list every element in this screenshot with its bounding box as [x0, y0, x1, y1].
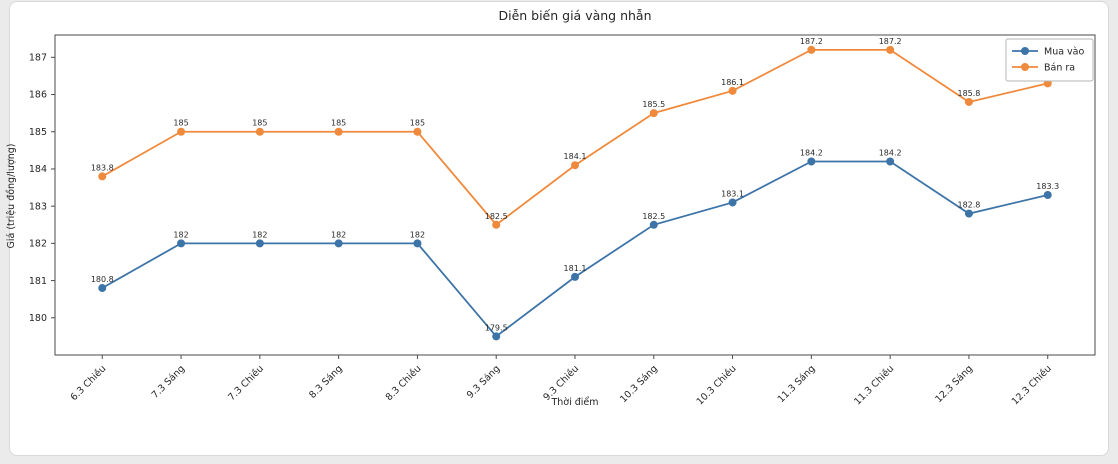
data-label: 184.1	[564, 152, 587, 161]
data-point	[1043, 191, 1052, 199]
legend-box	[1005, 38, 1094, 82]
legend: Mua vào Bán ra	[1005, 38, 1094, 82]
data-point	[334, 127, 343, 136]
data-point	[98, 284, 107, 293]
legend-label: Mua vào	[1044, 46, 1085, 57]
data-point	[886, 157, 895, 166]
data-point	[177, 127, 186, 136]
data-label: 183.3	[1036, 182, 1059, 191]
y-tick-label: 187	[29, 53, 47, 64]
chart-title: Diễn biến giá vàng nhẫn	[498, 8, 651, 23]
data-point	[413, 239, 422, 248]
y-tick-label: 180	[29, 313, 47, 324]
data-point	[571, 161, 579, 170]
legend-label: Bán ra	[1044, 62, 1075, 73]
legend-item: Bán ra	[1012, 62, 1075, 73]
x-tick-label: 9.3 Sáng	[465, 363, 502, 400]
data-point	[649, 220, 658, 229]
data-point	[177, 239, 186, 248]
y-tick-label: 184	[29, 164, 47, 175]
y-tick-label: 181	[29, 276, 47, 287]
legend-marker	[1021, 47, 1029, 55]
data-label: 184.2	[879, 149, 902, 158]
data-point	[492, 332, 501, 341]
data-label: 187.2	[800, 37, 823, 46]
data-label: 182	[252, 230, 267, 239]
data-label: 183.1	[721, 189, 744, 198]
data-label: 185	[252, 119, 267, 128]
data-label: 185	[173, 119, 188, 128]
data-label: 182	[410, 230, 425, 239]
y-tick-label: 186	[29, 90, 47, 101]
legend-item: Mua vào	[1012, 46, 1085, 57]
x-tick-label: 12.3 Chiều	[1010, 363, 1054, 407]
data-label: 182.5	[642, 212, 665, 221]
data-point	[98, 172, 107, 181]
y-tick-label: 182	[29, 239, 47, 250]
data-point	[571, 272, 579, 281]
data-point	[255, 239, 264, 248]
x-tick-label: 6.3 Chiều	[69, 363, 109, 403]
legend-marker	[1021, 63, 1029, 71]
x-tick-label: 11.3 Chiều	[852, 363, 896, 407]
data-label: 186.1	[721, 78, 744, 87]
data-point	[964, 97, 973, 106]
x-tick-label: 10.3 Sáng	[618, 363, 660, 405]
data-point	[413, 127, 422, 136]
data-label: 185.5	[642, 100, 665, 109]
x-tick-label: 7.3 Sáng	[150, 363, 187, 400]
data-point	[492, 220, 501, 229]
series-line-mua-vào	[101, 160, 1048, 338]
chart-card	[9, 1, 1109, 456]
data-point	[255, 127, 264, 136]
x-tick-label: 10.3 Chiều	[695, 363, 739, 407]
x-tick-label: 12.3 Sáng	[933, 363, 975, 405]
data-label: 185	[331, 119, 346, 128]
data-point	[886, 45, 895, 54]
data-point	[728, 198, 737, 207]
data-label: 185.8	[957, 89, 980, 98]
y-tick-label: 183	[29, 201, 47, 212]
data-label: 184.2	[800, 149, 823, 158]
data-point	[649, 109, 658, 118]
data-label: 185	[410, 119, 425, 128]
data-point	[807, 157, 816, 166]
x-tick-label: 8.3 Chiều	[384, 363, 424, 403]
data-label: 180.8	[91, 275, 114, 284]
x-tick-label: 11.3 Sáng	[776, 363, 818, 405]
series-line-bán-ra	[101, 48, 1048, 226]
data-point	[964, 209, 973, 218]
y-axis-title: Giá (triệu đồng/lượng)	[6, 143, 17, 248]
data-label: 181.1	[564, 264, 587, 273]
data-point	[728, 86, 737, 95]
x-tick-label: 8.3 Sáng	[307, 363, 344, 400]
data-label: 187.2	[879, 37, 902, 46]
data-label: 182	[173, 230, 188, 239]
data-label: 179.5	[485, 323, 508, 332]
data-label: 182.5	[485, 212, 508, 221]
data-point	[807, 45, 816, 54]
data-point	[334, 239, 343, 248]
data-label: 182	[331, 230, 346, 239]
x-tick-label: 7.3 Chiều	[226, 363, 266, 403]
y-tick-label: 185	[29, 127, 47, 138]
data-label: 183.8	[91, 163, 114, 172]
data-label: 182.8	[957, 201, 980, 210]
x-axis-title: Thời điểm	[550, 397, 598, 408]
